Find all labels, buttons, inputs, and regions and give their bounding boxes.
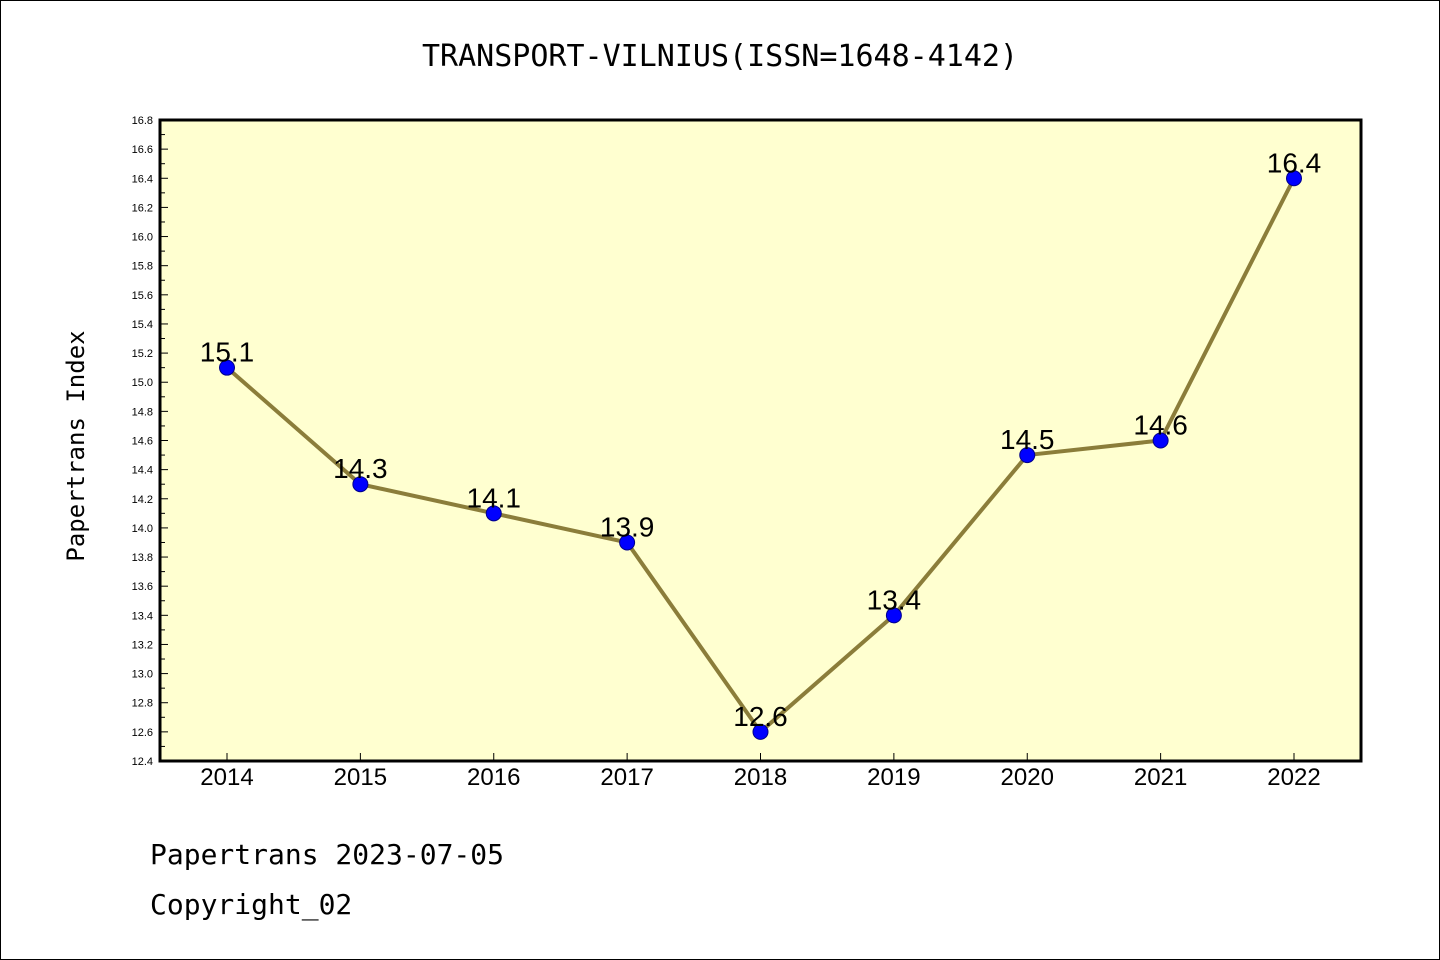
x-tick-label: 2022	[1267, 764, 1320, 791]
y-tick-label: 16.8	[132, 115, 153, 127]
y-axis-label: Papertrans Index	[62, 330, 90, 561]
x-tick-label: 2021	[1134, 764, 1187, 791]
y-tick-label: 14.8	[132, 406, 153, 418]
footer-date: Papertrans 2023-07-05	[150, 838, 504, 871]
data-point	[1019, 447, 1036, 464]
data-point	[752, 723, 769, 740]
data-point	[1152, 432, 1169, 449]
data-label: 14.5	[1000, 424, 1055, 455]
data-label: 13.4	[867, 584, 922, 615]
data-label: 14.3	[333, 453, 388, 484]
y-tick-label: 14.0	[132, 523, 153, 535]
y-tick-label: 13.8	[132, 552, 153, 564]
x-tick-label: 2016	[467, 764, 520, 791]
data-point	[885, 607, 902, 624]
y-tick-label: 14.2	[132, 494, 153, 506]
data-point	[1286, 170, 1302, 187]
series	[219, 170, 1302, 740]
data-label: 16.4	[1267, 147, 1322, 178]
y-tick-label: 16.4	[132, 173, 153, 185]
footer-copyright: Copyright_02	[150, 888, 352, 922]
y-tick-label: 13.2	[132, 639, 153, 651]
y-tick-label: 15.2	[132, 348, 153, 360]
y-tick-label: 12.4	[132, 756, 153, 768]
x-tick-label: 2017	[600, 764, 653, 791]
x-tick-label: 2019	[867, 764, 920, 791]
x-axis: 2014 2015 2016 2017 2018 2019 2020 2021 2022	[200, 753, 1321, 791]
y-tick-label: 15.8	[132, 261, 153, 273]
data-point	[352, 476, 369, 493]
data-point	[619, 534, 636, 551]
y-tick-label: 15.4	[132, 319, 153, 331]
y-tick-label: 15.0	[132, 377, 153, 389]
y-tick-label: 15.6	[132, 290, 153, 302]
data-point	[219, 359, 235, 376]
y-tick-label: 16.0	[132, 232, 153, 244]
y-tick-label: 16.6	[132, 144, 153, 156]
plot-area	[158, 118, 1363, 763]
data-label: 13.9	[600, 511, 655, 542]
x-tick-label: 2014	[200, 764, 253, 791]
y-tick-label: 12.6	[132, 727, 153, 739]
x-tick-label: 2015	[334, 764, 387, 791]
y-axis: 12.4 12.6 12.8 13.0 13.2 13.4 13.6 13.8 14.0 14.2…	[132, 115, 168, 768]
data-label: 14.1	[467, 482, 522, 513]
data-label: 14.6	[1133, 410, 1188, 441]
data-point	[485, 505, 502, 522]
y-tick-label: 16.2	[132, 202, 153, 214]
x-tick-label: 2020	[1001, 764, 1054, 791]
x-tick-label: 2018	[734, 764, 787, 791]
data-labels: 15.1 14.3 14.1 13.9 12.6 13.4 14.5 14.6 16.4	[200, 147, 1322, 732]
y-tick-label: 13.6	[132, 581, 153, 593]
y-tick-label: 12.8	[132, 698, 153, 710]
y-tick-label: 13.4	[132, 610, 153, 622]
y-tick-label: 14.6	[132, 436, 153, 448]
y-tick-label: 13.0	[132, 669, 153, 681]
data-label: 12.6	[733, 701, 788, 732]
y-tick-label: 14.4	[132, 465, 153, 477]
chart-title: TRANSPORT-VILNIUS(ISSN=1648-4142)	[422, 39, 1018, 74]
data-label: 15.1	[200, 337, 255, 368]
